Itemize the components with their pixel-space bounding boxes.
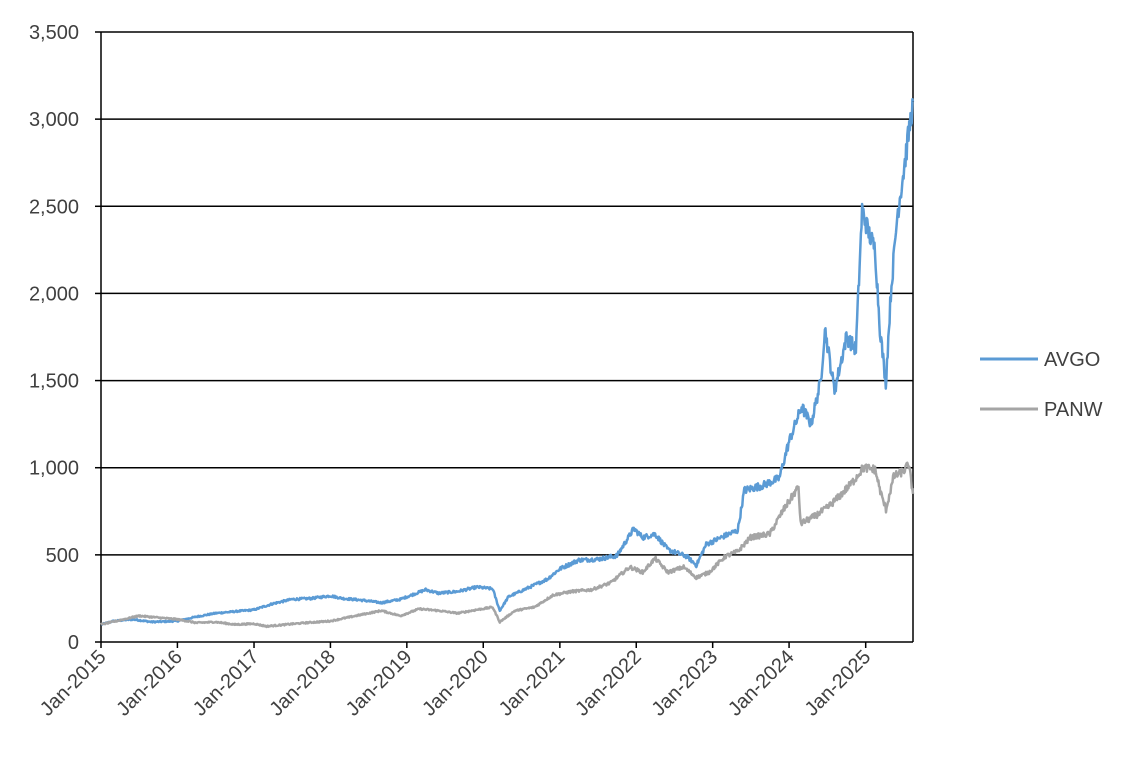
axes: 0 500 1,000 1,500 2,000 2,500 3,000 3,500 Jan-20… (29, 22, 914, 721)
y-tick-label: 3,000 (29, 109, 79, 131)
x-tick-label: Jan-2023 (648, 646, 723, 721)
legend-label-avgo: AVGO (1044, 349, 1100, 371)
x-tick-label: Jan-2020 (418, 646, 493, 721)
y-tick-label: 2,500 (29, 196, 79, 218)
x-tick-label: Jan-2019 (342, 646, 417, 721)
y-tick-label: 3,500 (29, 22, 79, 44)
x-tick-label: Jan-2024 (724, 646, 799, 721)
gridlines (101, 31, 913, 556)
y-tick-label: 0 (68, 632, 79, 654)
y-tick-label: 500 (46, 545, 79, 567)
series-lines (99, 98, 915, 629)
x-tick-label: Jan-2022 (571, 646, 646, 721)
y-tick-label: 1,500 (29, 371, 79, 393)
x-tick-label: Jan-2016 (112, 646, 187, 721)
legend-label-panw: PANW (1044, 399, 1103, 421)
series-line-avgo (100, 98, 915, 626)
y-tick-label: 2,000 (29, 283, 79, 305)
legend: AVGO PANW (980, 349, 1103, 421)
x-tick-label: Jan-2017 (189, 646, 264, 721)
x-tick-label: Jan-2021 (495, 646, 570, 721)
x-tick-label: Jan-2015 (36, 646, 111, 721)
y-tick-label: 1,000 (29, 458, 79, 480)
x-tick-label: Jan-2025 (801, 646, 876, 721)
series-line-panw (99, 461, 915, 629)
x-tick-label: Jan-2018 (265, 646, 340, 721)
